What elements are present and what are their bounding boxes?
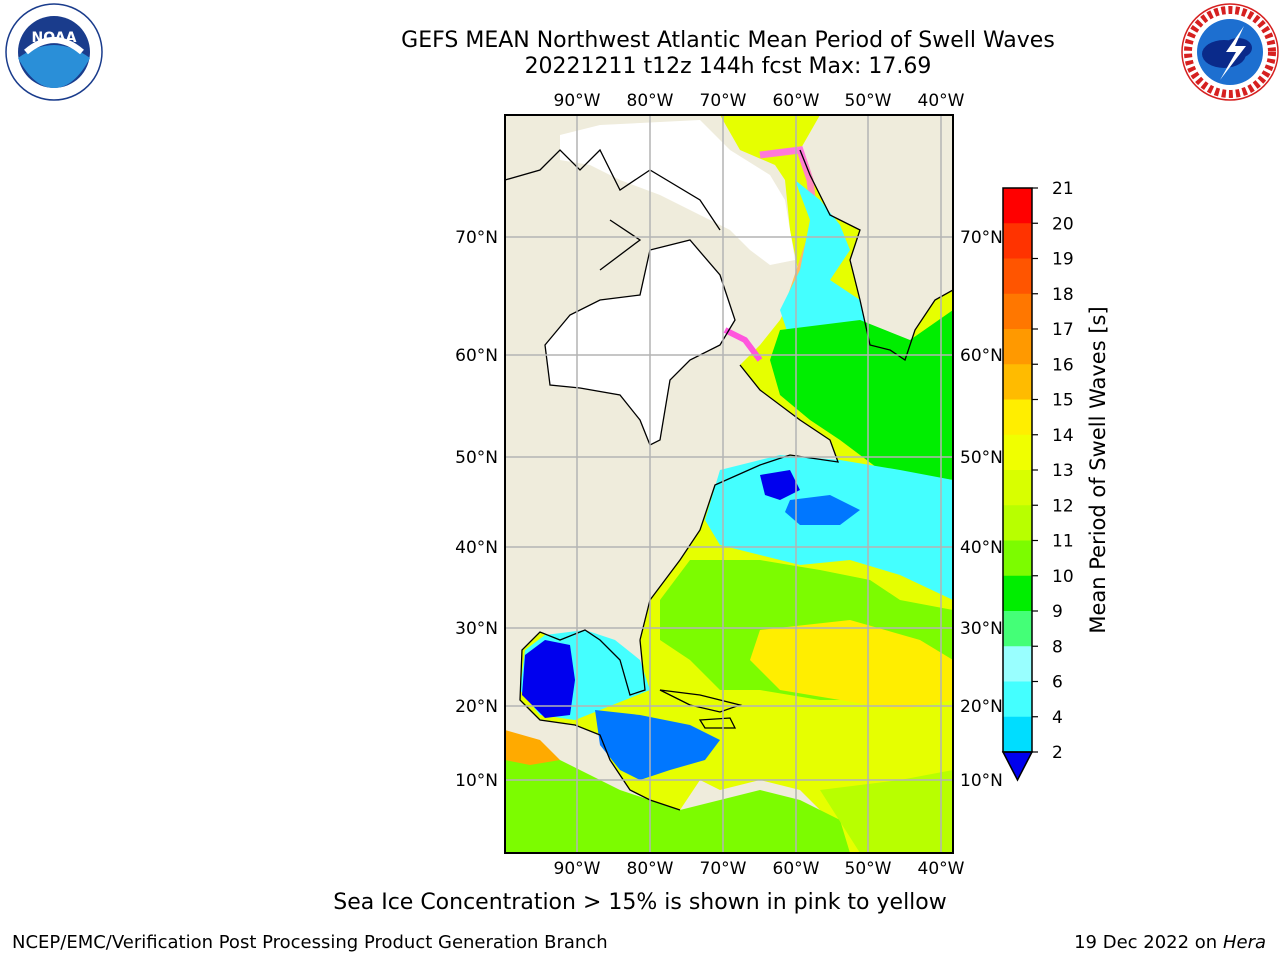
lat-label: 50°N (960, 448, 1003, 468)
lat-label: 20°N (960, 697, 1003, 717)
field-cyan-labrador (780, 180, 870, 350)
colorbar-tick-label: 4 (1052, 708, 1063, 728)
lon-label: 80°W (627, 859, 674, 879)
lat-label: 30°N (455, 619, 498, 639)
footer-date-text: 19 Dec 2022 on (1074, 932, 1218, 953)
colorbar-segment (1003, 646, 1032, 682)
lon-label: 50°W (845, 91, 892, 111)
map-title: GEFS MEAN Northwest Atlantic Mean Period… (401, 28, 1055, 53)
noaa-logo-text: NOAA (32, 30, 77, 46)
lon-label: 60°W (773, 859, 820, 879)
lat-label: 70°N (960, 228, 1003, 248)
lat-label: 40°N (455, 538, 498, 558)
caption: Sea Ice Concentration > 15% is shown in … (333, 890, 947, 915)
lon-label: 60°W (773, 91, 820, 111)
colorbar-underflow-arrow (1001, 751, 1034, 782)
colorbar-segment (1003, 258, 1032, 295)
colorbar-segment (1003, 716, 1032, 753)
lat-label: 50°N (455, 448, 498, 468)
colorbar-tick-label: 12 (1052, 496, 1074, 516)
colorbar-segment (1003, 329, 1032, 365)
land-north-america (505, 115, 850, 853)
field-green-south (505, 760, 850, 853)
lon-label: 70°W (700, 91, 747, 111)
colorbar-segment (1003, 470, 1032, 506)
colorbar-segment (1003, 611, 1032, 647)
colorbar-segment (1003, 505, 1032, 541)
graticule (505, 115, 953, 853)
lat-label: 10°N (455, 771, 498, 791)
lon-label: 90°W (554, 859, 601, 879)
noaa-logo: NOAA (5, 3, 103, 101)
footer-host: Hera (1222, 932, 1266, 953)
field-blue-shelf (785, 495, 860, 525)
colorbar-segment (1003, 681, 1032, 718)
colorbar-tick-label: 19 (1052, 250, 1074, 270)
sea-ice-arctic (560, 120, 795, 265)
lon-labels-top: 90°W 80°W 70°W 60°W 50°W 40°W (554, 91, 965, 111)
map-frame (504, 114, 954, 854)
field-blue-gulf-west (522, 640, 575, 718)
sea-ice-hudson (545, 240, 735, 445)
lat-label: 70°N (455, 228, 498, 248)
field-yellow-central (750, 620, 953, 710)
footer-date: 19 Dec 2022 on Hera (1074, 932, 1266, 953)
colorbar-tick-label: 20 (1052, 214, 1074, 234)
colorbar-segment (1003, 540, 1032, 577)
lat-label: 30°N (960, 619, 1003, 639)
field-blue-gulfmaine (760, 470, 800, 500)
lon-label: 40°W (918, 859, 965, 879)
lat-labels-left: 70°N 60°N 50°N 40°N 30°N 20°N 10°N (455, 228, 498, 791)
colorbar-tick-label: 2 (1052, 743, 1063, 763)
colorbar-tick-label: 11 (1052, 532, 1074, 552)
lat-label: 60°N (455, 346, 498, 366)
field-blue-caribbean (595, 710, 720, 780)
coastlines (505, 148, 953, 811)
footer-credit: NCEP/EMC/Verification Post Processing Pr… (12, 932, 608, 953)
colorbar-tick-label: 10 (1052, 567, 1074, 587)
lon-labels-bottom: 90°W 80°W 70°W 60°W 50°W 40°W (554, 859, 965, 879)
lon-label: 70°W (700, 859, 747, 879)
colorbar-segment (1003, 399, 1032, 436)
lat-label: 20°N (455, 697, 498, 717)
colorbar-tick-label: 14 (1052, 426, 1074, 446)
colorbar-tick-label: 8 (1052, 637, 1063, 657)
lat-label: 10°N (960, 771, 1003, 791)
lon-label: 40°W (918, 91, 965, 111)
colorbar-tick-label: 9 (1052, 602, 1063, 622)
colorbar-segment (1003, 575, 1032, 612)
colorbar-segment (1003, 364, 1032, 400)
colorbar-tick-label: 18 (1052, 285, 1074, 305)
lat-label: 60°N (960, 346, 1003, 366)
map-plot-area (505, 115, 953, 853)
lat-labels-right: 70°N 60°N 50°N 40°N 30°N 20°N 10°N (960, 228, 1003, 791)
lon-label: 50°W (845, 859, 892, 879)
colorbar-label: Mean Period of Swell Waves [s] (1086, 306, 1110, 633)
colorbar-tick-label: 13 (1052, 461, 1074, 481)
field-green-southeast (820, 770, 953, 853)
lat-label: 40°N (960, 538, 1003, 558)
lon-label: 90°W (554, 91, 601, 111)
lon-label: 80°W (627, 91, 674, 111)
colorbar-tick-label: 15 (1052, 391, 1074, 411)
colorbar-tick-label: 17 (1052, 320, 1074, 340)
colorbar-segment (1003, 223, 1032, 259)
colorbar: 21 20 19 18 17 16 15 14 13 12 11 10 9 8 6 4 2 (1001, 179, 1074, 782)
colorbar-segment (1003, 434, 1032, 471)
field-orange-pacific (505, 730, 560, 765)
colorbar-tick-label: 16 (1052, 355, 1074, 375)
colorbar-segment (1003, 188, 1032, 224)
map-subtitle: 20221211 t12z 144h fcst Max: 17.69 (524, 54, 932, 79)
colorbar-tick-label: 21 (1052, 179, 1074, 199)
colorbar-segment (1003, 293, 1032, 330)
colorbar-tick-label: 6 (1052, 673, 1063, 693)
nws-logo (1181, 3, 1279, 101)
